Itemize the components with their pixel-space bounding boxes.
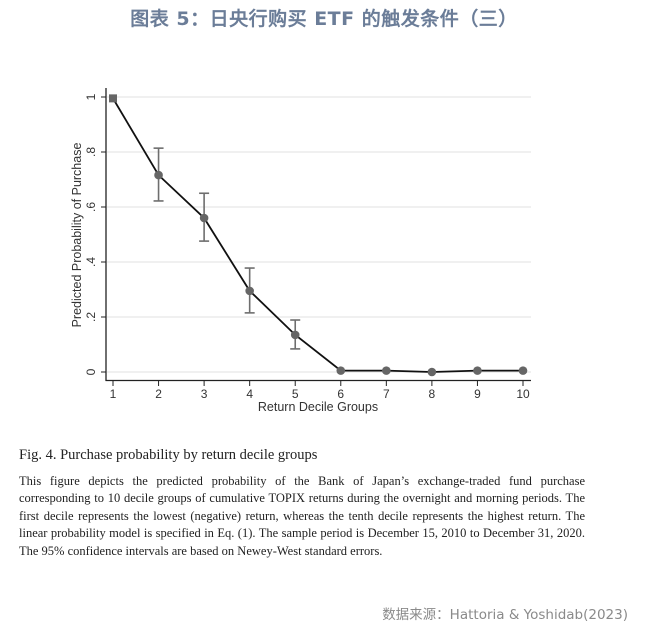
page-title: 图表 5：日央行购买 ETF 的触发条件（三） bbox=[130, 8, 518, 30]
axes bbox=[105, 88, 531, 382]
x-tick-label: 9 bbox=[474, 387, 481, 401]
data-point bbox=[290, 330, 300, 340]
x-tick-label: 3 bbox=[201, 387, 208, 401]
figure-description: This figure depicts the predicted probab… bbox=[19, 474, 585, 558]
x-tick-label: 1 bbox=[110, 387, 117, 401]
x-tick-label: 8 bbox=[429, 387, 436, 401]
y-tick-label: .6 bbox=[84, 202, 98, 212]
data-point bbox=[109, 94, 117, 103]
gridlines bbox=[107, 96, 531, 373]
probability-line-chart: 0 .2 .4 .6 .8 1 1 2 3 4 5 6 7 8 9 10 Predicted Probabi… bbox=[70, 88, 531, 414]
y-tick-label: 1 bbox=[84, 93, 98, 100]
x-axis-ticks: 1 2 3 4 5 6 7 8 9 10 bbox=[110, 381, 530, 401]
y-tick-label: 0 bbox=[84, 368, 98, 375]
x-tick-label: 10 bbox=[516, 387, 530, 401]
y-tick-label: .4 bbox=[84, 257, 98, 267]
y-tick-label: .2 bbox=[84, 312, 98, 322]
y-axis-title: Predicted Probability of Purchase bbox=[70, 143, 84, 328]
data-point bbox=[154, 170, 163, 180]
figure-title: Fig. 4. Purchase probability by return d… bbox=[19, 447, 318, 463]
data-point bbox=[199, 213, 209, 223]
x-tick-label: 6 bbox=[337, 387, 344, 401]
data-source: 数据来源：Hattoria & Yoshidab(2023) bbox=[382, 607, 628, 623]
x-axis-title: Return Decile Groups bbox=[258, 400, 378, 414]
x-tick-label: 2 bbox=[155, 387, 162, 401]
x-tick-label: 7 bbox=[383, 387, 390, 401]
data-point bbox=[336, 366, 346, 375]
data-point-markers bbox=[109, 94, 528, 377]
y-tick-label: .8 bbox=[84, 147, 98, 157]
x-tick-label: 5 bbox=[292, 387, 299, 401]
data-point bbox=[245, 286, 254, 296]
data-point bbox=[427, 367, 437, 377]
data-point bbox=[382, 366, 391, 375]
series-line bbox=[112, 97, 523, 373]
data-point bbox=[473, 366, 482, 375]
x-tick-label: 4 bbox=[246, 387, 253, 401]
data-point bbox=[518, 366, 528, 375]
y-axis-ticks: 0 .2 .4 .6 .8 1 bbox=[84, 93, 106, 375]
